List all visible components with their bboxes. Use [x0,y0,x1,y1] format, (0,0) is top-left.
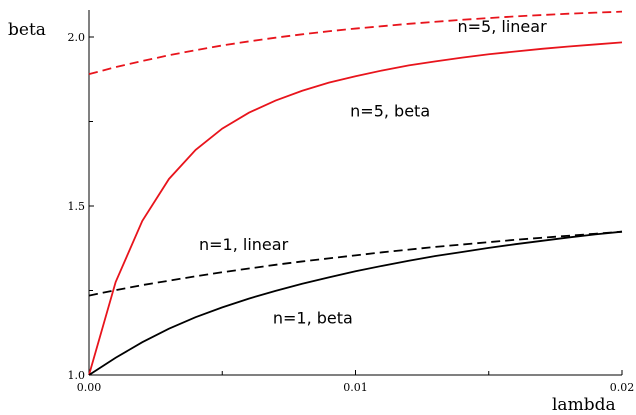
tick-marks: 0.00 0.01 0.02 1.0 1.5 2.0 [68,31,635,394]
curve-label-0: n=5, linear [457,17,547,36]
curve-label-2: n=1, linear [199,235,289,254]
series-curves [88,10,623,376]
series-line-1 [88,41,623,376]
curve-label-3: n=1, beta [273,308,353,327]
series-line-0 [88,10,623,76]
x-tick-label: 0.00 [77,381,102,394]
series-line-2 [88,230,623,297]
y-axis-label: beta [8,20,46,40]
curve-labels: n=5, linear n=5, beta n=1, linear n=1, beta [199,17,547,327]
y-tick-label: 2.0 [68,31,86,44]
x-tick-label: 0.02 [610,381,635,394]
y-tick-label: 1.0 [68,369,86,382]
curve-label-1: n=5, beta [350,101,430,120]
x-axis-label: lambda [552,395,616,415]
x-tick-label: 0.01 [343,381,368,394]
y-tick-label: 1.5 [68,200,86,213]
chart-axes [88,10,622,376]
series-line-3 [88,230,623,376]
